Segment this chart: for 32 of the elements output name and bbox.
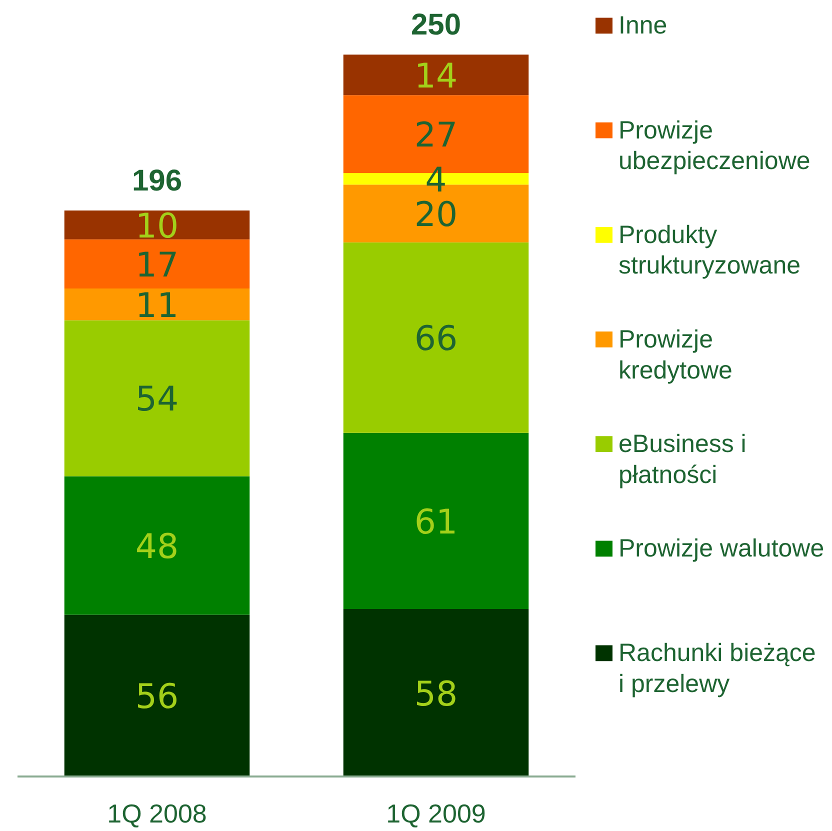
bar xyxy=(64,210,250,240)
x-tick-label: 1Q 2008 xyxy=(107,798,207,828)
legend-label: Rachunki bieżące i przelewy xyxy=(618,639,816,698)
legend-label: Prowizje ubezpieczeniowe xyxy=(618,116,810,176)
data-label: 48 xyxy=(135,527,179,568)
bar xyxy=(64,614,250,776)
legend-label: Prowizje walutowe xyxy=(618,534,824,563)
data-label: 61 xyxy=(414,502,458,542)
data-label: 27 xyxy=(414,116,458,156)
bar xyxy=(343,242,529,433)
legend-label: Prowizje kredytowe xyxy=(618,325,732,384)
bar xyxy=(64,239,250,289)
bar xyxy=(64,476,250,615)
data-label: 10 xyxy=(135,206,179,246)
bar xyxy=(64,320,250,476)
x-tick-label: 1Q 2009 xyxy=(386,798,486,828)
data-label: 66 xyxy=(414,319,458,360)
bar xyxy=(343,54,529,96)
data-label: 56 xyxy=(135,677,179,718)
total-label: 250 xyxy=(410,8,462,42)
bar xyxy=(343,609,529,776)
data-label: 11 xyxy=(135,286,179,326)
data-label: 58 xyxy=(414,674,458,714)
data-label: 17 xyxy=(135,245,179,286)
data-label: 14 xyxy=(414,56,458,96)
bar xyxy=(64,288,250,320)
bar xyxy=(343,432,529,610)
legend-label: Inne xyxy=(618,12,668,40)
data-label: 54 xyxy=(135,380,179,420)
total-label: 196 xyxy=(132,164,182,198)
legend-label: eBusiness i płatności xyxy=(618,430,746,489)
legend-label: Produkty strukturyzowane xyxy=(618,220,801,280)
